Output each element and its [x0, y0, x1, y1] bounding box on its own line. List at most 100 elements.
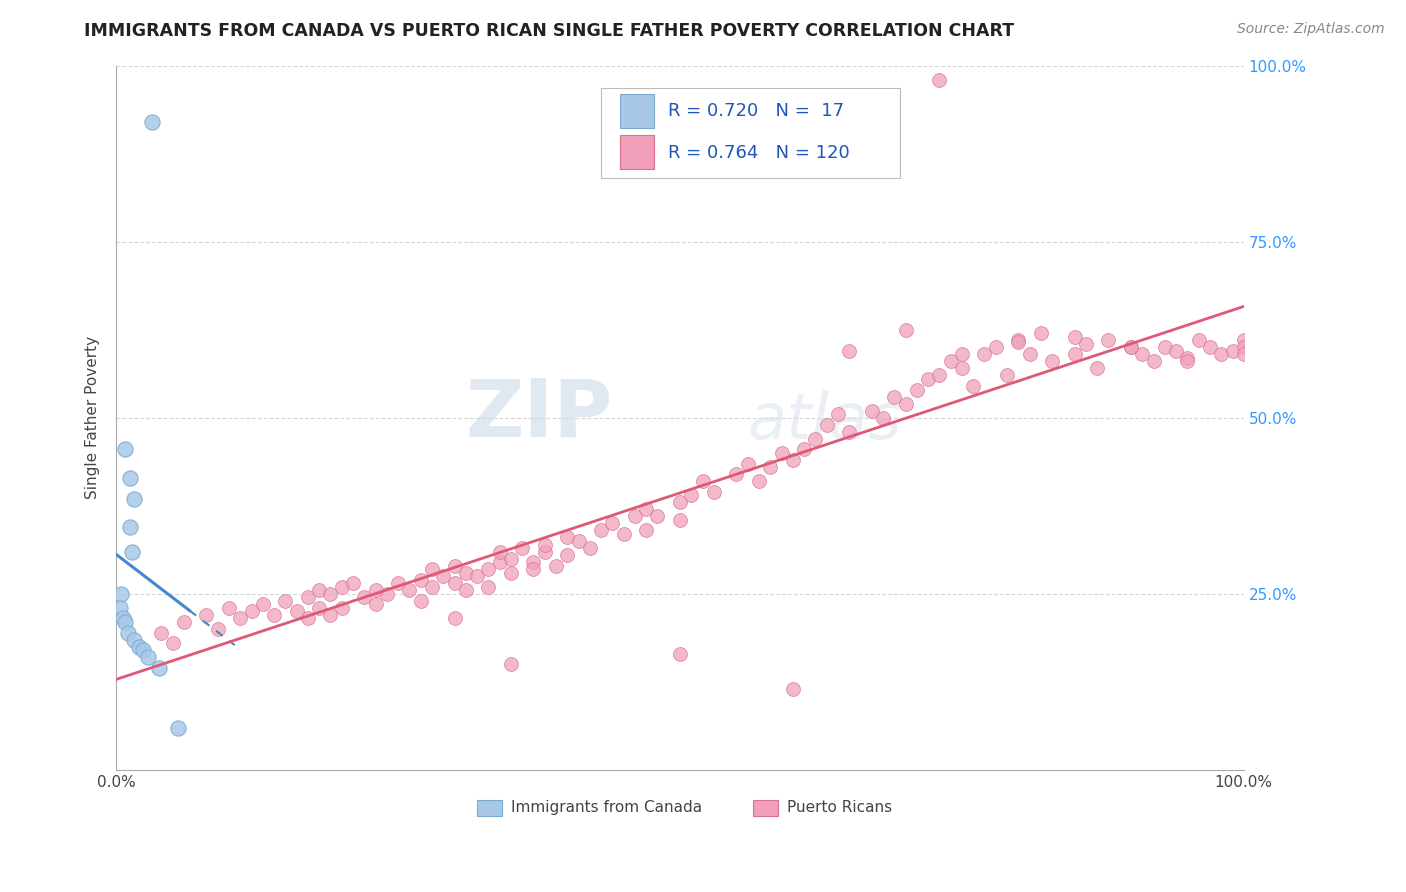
Point — [636, 524, 658, 538]
Point — [973, 347, 995, 361]
Point — [917, 372, 939, 386]
Point — [443, 611, 465, 625]
Point — [488, 544, 510, 558]
Point — [815, 417, 838, 432]
Text: atlas: atlas — [748, 391, 901, 452]
Point — [353, 591, 375, 605]
Point — [860, 403, 883, 417]
Point — [533, 544, 555, 558]
Point — [308, 601, 330, 615]
Point — [647, 509, 669, 524]
Point — [692, 474, 714, 488]
Point — [128, 640, 150, 654]
Point — [950, 361, 973, 376]
Point — [872, 410, 894, 425]
Point — [118, 470, 141, 484]
Point — [252, 598, 274, 612]
Point — [114, 615, 136, 629]
Point — [364, 598, 387, 612]
Point — [1007, 333, 1029, 347]
Point — [1233, 333, 1256, 347]
Point — [108, 601, 131, 615]
Point — [894, 397, 917, 411]
Point — [409, 594, 432, 608]
Text: ZIP: ZIP — [465, 376, 613, 453]
Text: R = 0.764   N = 120: R = 0.764 N = 120 — [668, 144, 849, 162]
Point — [409, 573, 432, 587]
Point — [443, 558, 465, 573]
Point — [285, 604, 308, 618]
Point — [173, 615, 195, 629]
Point — [1040, 354, 1063, 368]
Point — [150, 625, 173, 640]
Point — [804, 432, 827, 446]
Point — [995, 368, 1018, 383]
FancyBboxPatch shape — [754, 800, 778, 815]
Point — [1199, 340, 1222, 354]
Point — [274, 594, 297, 608]
Point — [488, 555, 510, 569]
Point — [375, 587, 398, 601]
Point — [1211, 347, 1233, 361]
Point — [432, 569, 454, 583]
Point — [669, 495, 692, 509]
Point — [229, 611, 252, 625]
Point — [443, 576, 465, 591]
Point — [117, 625, 139, 640]
Point — [793, 442, 815, 457]
Point — [928, 368, 950, 383]
Point — [636, 502, 658, 516]
Point — [522, 555, 544, 569]
Point — [167, 721, 190, 735]
Point — [110, 587, 132, 601]
Text: IMMIGRANTS FROM CANADA VS PUERTO RICAN SINGLE FATHER POVERTY CORRELATION CHART: IMMIGRANTS FROM CANADA VS PUERTO RICAN S… — [84, 22, 1015, 40]
Point — [737, 457, 759, 471]
Point — [319, 587, 342, 601]
Point — [195, 607, 218, 622]
Point — [121, 544, 143, 558]
Point — [544, 558, 567, 573]
Point — [681, 488, 703, 502]
Point — [1029, 326, 1052, 341]
Point — [124, 632, 146, 647]
Point — [364, 583, 387, 598]
Point — [148, 661, 170, 675]
Point — [136, 650, 159, 665]
Point — [1085, 361, 1108, 376]
Text: Puerto Ricans: Puerto Ricans — [787, 800, 893, 815]
Point — [420, 580, 443, 594]
Point — [939, 354, 962, 368]
Point — [905, 383, 928, 397]
Point — [330, 580, 353, 594]
Point — [579, 541, 602, 555]
Point — [1119, 340, 1142, 354]
Text: Immigrants from Canada: Immigrants from Canada — [510, 800, 702, 815]
Point — [725, 467, 748, 482]
FancyBboxPatch shape — [477, 800, 502, 815]
Point — [319, 607, 342, 622]
Point — [118, 520, 141, 534]
Point — [218, 601, 240, 615]
Point — [838, 425, 860, 439]
Point — [1007, 334, 1029, 349]
Point — [838, 343, 860, 358]
Point — [883, 390, 905, 404]
Point — [477, 562, 499, 576]
Point — [703, 484, 725, 499]
Point — [1130, 347, 1153, 361]
Point — [669, 513, 692, 527]
Text: R = 0.720   N =  17: R = 0.720 N = 17 — [668, 103, 844, 120]
Point — [124, 491, 146, 506]
Point — [1063, 347, 1085, 361]
Point — [454, 583, 477, 598]
Point — [1097, 333, 1119, 347]
Point — [748, 474, 770, 488]
Point — [669, 647, 692, 661]
Point — [770, 446, 793, 460]
Point — [555, 531, 578, 545]
Point — [533, 537, 555, 551]
Point — [950, 347, 973, 361]
Point — [420, 562, 443, 576]
Point — [1018, 347, 1040, 361]
Point — [240, 604, 263, 618]
